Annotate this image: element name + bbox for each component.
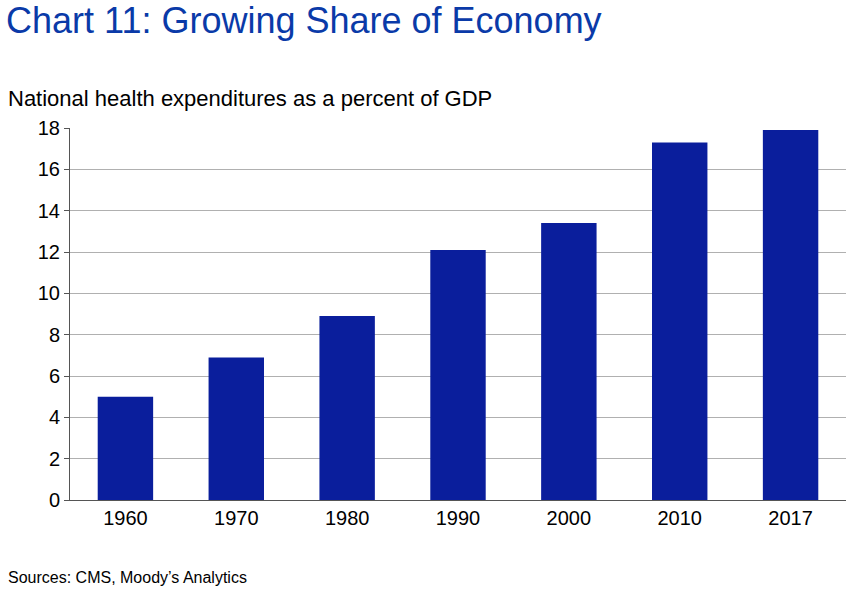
svg-text:18: 18 [38,117,60,139]
svg-text:1990: 1990 [436,507,481,529]
svg-text:2017: 2017 [768,507,813,529]
svg-text:14: 14 [38,200,60,222]
svg-text:16: 16 [38,158,60,180]
svg-text:2000: 2000 [547,507,592,529]
svg-text:1970: 1970 [214,507,258,529]
svg-text:0: 0 [49,489,60,511]
svg-text:6: 6 [49,365,60,387]
svg-text:National health expenditures a: National health expenditures as a percen… [8,86,492,111]
svg-text:8: 8 [49,324,60,346]
svg-text:12: 12 [38,241,60,263]
svg-text:Chart 11: Growing Share of Eco: Chart 11: Growing Share of Economy [6,0,602,41]
svg-text:10: 10 [38,282,60,304]
svg-text:Sources: CMS, Moody’s Analytic: Sources: CMS, Moody’s Analytics [8,569,247,586]
svg-text:1960: 1960 [103,507,147,529]
svg-text:2: 2 [49,448,60,470]
svg-text:4: 4 [49,406,60,428]
svg-text:2010: 2010 [657,507,702,529]
svg-text:1980: 1980 [325,507,370,529]
